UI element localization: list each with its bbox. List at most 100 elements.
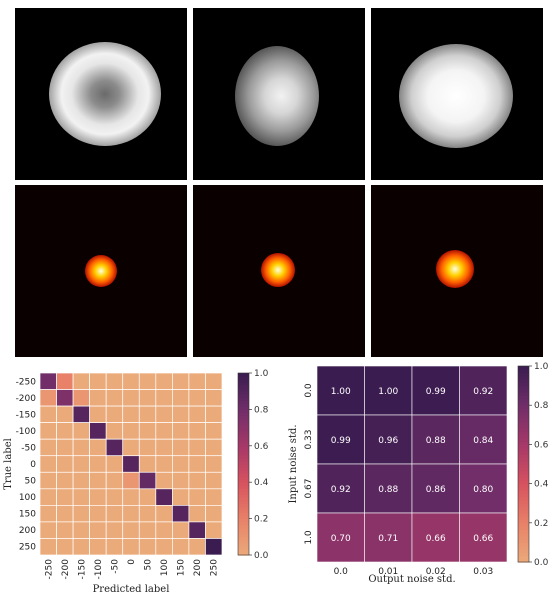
confusion-cell: [105, 488, 124, 506]
gray-object-panel-2: [193, 8, 365, 180]
confusion-cell: [39, 521, 57, 539]
confusion-colorbar-segment: [238, 521, 249, 526]
confusion-colorbar-segment: [238, 406, 249, 410]
psf-spot: [436, 250, 474, 288]
noise-colorbar-segment: [518, 388, 529, 393]
noise-colorbar-segment: [518, 405, 529, 410]
noise-colorbar-segment: [518, 434, 529, 439]
noise-colorbar-segment: [518, 450, 529, 455]
confusion-x-tick-label: 0: [127, 559, 137, 565]
confusion-y-tick-label: -50: [21, 443, 36, 453]
confusion-y-tick-label: -200: [16, 394, 37, 404]
confusion-colorbar-segment: [238, 460, 249, 465]
confusion-y-axis-label: True label: [3, 438, 14, 490]
noise-cell-value-label: 0.88: [426, 436, 446, 446]
confusion-colorbar-tick-label: 0.6: [254, 442, 269, 452]
noise-cell-value-label: 0.80: [473, 485, 493, 495]
confusion-cell: [155, 521, 173, 539]
noise-cell-value-label: 0.84: [473, 436, 493, 446]
confusion-cell: [105, 438, 124, 457]
noise-colorbar-segment: [518, 532, 529, 537]
confusion-colorbar-segment: [238, 476, 249, 480]
confusion-colorbar-segment: [238, 524, 249, 529]
confusion-x-tick-label: -100: [94, 559, 104, 580]
confusion-colorbar-segment: [238, 494, 249, 498]
noise-cell-value-label: 0.70: [331, 534, 351, 544]
confusion-cell: [39, 488, 57, 506]
confusion-colorbar-segment: [238, 451, 249, 456]
confusion-cell: [172, 372, 190, 390]
confusion-cell: [72, 422, 90, 440]
confusion-cell: [188, 505, 206, 523]
confusion-colorbar-segment: [238, 503, 249, 508]
confusion-cell: [89, 455, 107, 473]
gray-blob: [235, 46, 319, 146]
confusion-y-tick-label: -250: [16, 377, 37, 387]
confusion-colorbar-segment: [238, 485, 249, 489]
confusion-x-tick-label: 100: [160, 559, 170, 576]
noise-y-tick-label: 0.0: [304, 383, 314, 398]
noise-colorbar-segment: [518, 369, 529, 374]
noise-cell: [411, 512, 460, 563]
confusion-cell: [56, 438, 74, 457]
gray-blob: [399, 44, 513, 148]
noise-colorbar-segment: [518, 385, 529, 390]
noise-x-axis-label: Output noise std.: [368, 574, 455, 585]
confusion-cell: [56, 372, 74, 390]
confusion-cell: [122, 422, 140, 440]
noise-colorbar-segment: [518, 375, 529, 380]
confusion-cell: [72, 438, 90, 457]
confusion-colorbar-segment: [238, 527, 249, 532]
psf-spot: [85, 255, 117, 287]
noise-colorbar-segment: [518, 444, 529, 449]
confusion-cell: [155, 438, 173, 457]
noise-colorbar-segment: [518, 401, 529, 406]
noise-colorbar-tick-label: 0.0: [534, 558, 549, 568]
noise-cell: [364, 414, 413, 465]
confusion-colorbar-frame: [237, 372, 250, 556]
noise-colorbar-segment: [518, 539, 529, 543]
confusion-cell: [138, 372, 157, 390]
confusion-cell: [122, 538, 140, 556]
confusion-cell: [39, 405, 57, 423]
confusion-cell: [39, 372, 57, 390]
confusion-x-tick-label: 200: [193, 559, 203, 576]
noise-colorbar-segment: [518, 431, 529, 436]
noise-colorbar-segment: [518, 382, 529, 387]
confusion-colorbar-segment: [238, 421, 249, 426]
noise-colorbar-segment: [518, 552, 529, 557]
confusion-cell: [89, 521, 107, 539]
noise-colorbar-segment: [518, 470, 529, 475]
noise-colorbar-segment: [518, 437, 529, 442]
confusion-cell: [39, 389, 57, 407]
confusion-cell: [138, 405, 157, 423]
noise-colorbar-segment: [518, 519, 529, 524]
noise-colorbar-tick-label: 0.6: [534, 440, 549, 450]
confusion-cell: [172, 488, 190, 506]
confusion-colorbar-segment: [238, 400, 249, 404]
confusion-cell: [89, 505, 107, 523]
noise-colorbar-segment: [518, 545, 529, 550]
confusion-cell: [138, 488, 157, 506]
confusion-colorbar-segment: [238, 436, 249, 441]
noise-cell-value-label: 0.86: [426, 485, 446, 495]
noise-y-tick-label: 0.67: [304, 478, 314, 498]
confusion-y-tick-label: -150: [16, 410, 37, 420]
confusion-cell: [188, 372, 206, 390]
confusion-cell: [188, 438, 206, 457]
confusion-cell: [155, 538, 173, 556]
noise-x-tick-label: 0.0: [334, 567, 349, 577]
confusion-colorbar-segment: [238, 433, 249, 438]
noise-colorbar-segment: [518, 558, 529, 563]
confusion-colorbar-tick-label: 0.8: [254, 405, 269, 415]
confusion-cell: [39, 471, 57, 490]
confusion-x-tick-label: 150: [177, 559, 187, 576]
confusion-colorbar-segment: [238, 409, 249, 414]
confusion-cell: [56, 405, 74, 423]
noise-cell-value-label: 1.00: [331, 387, 351, 397]
noise-colorbar-segment: [518, 555, 529, 560]
noise-colorbar-segment: [518, 486, 529, 491]
confusion-colorbar-segment: [238, 412, 249, 417]
noise-colorbar-segment: [518, 506, 529, 511]
confusion-cell: [172, 538, 190, 556]
